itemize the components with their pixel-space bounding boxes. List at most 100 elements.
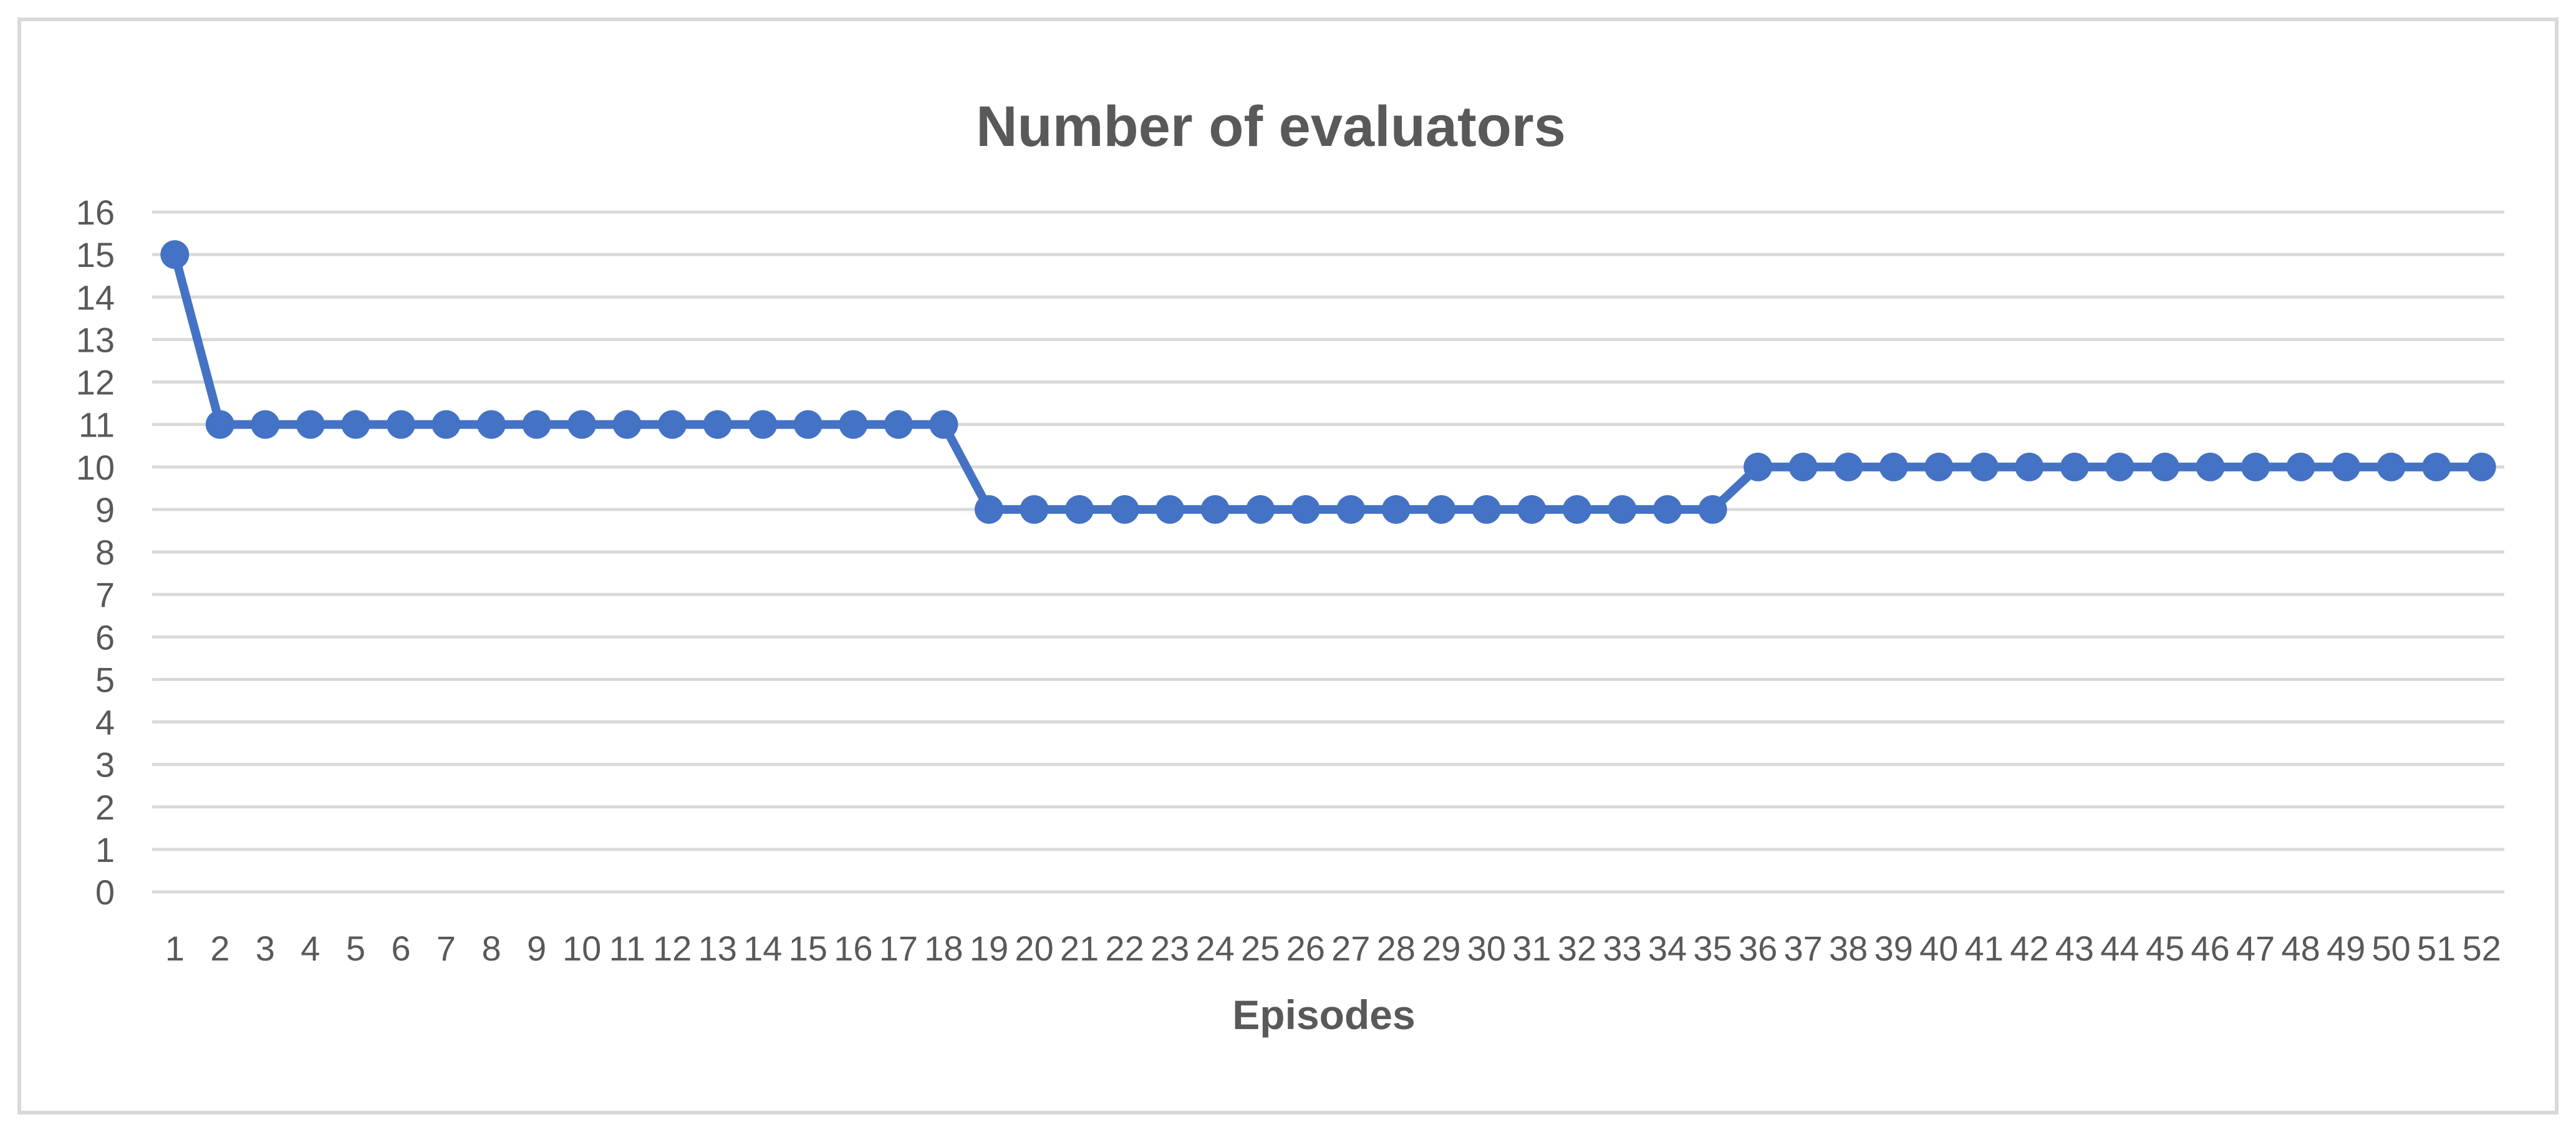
data-point (1653, 495, 1682, 524)
x-tick-label: 37 (1784, 929, 1823, 968)
data-points (160, 240, 2496, 524)
data-point (251, 410, 280, 439)
x-tick-label: 2 (210, 929, 229, 968)
data-point (1608, 495, 1637, 524)
data-point (793, 410, 822, 439)
data-point (477, 410, 506, 439)
y-tick-label: 7 (95, 575, 115, 614)
series-line (170, 250, 2486, 514)
data-point (567, 410, 597, 439)
x-tick-label: 27 (1331, 929, 1370, 968)
x-tick-label: 36 (1739, 929, 1777, 968)
data-point (1110, 495, 1139, 524)
data-point (1969, 452, 1999, 481)
x-tick-label: 18 (924, 929, 963, 968)
y-tick-label: 2 (95, 788, 115, 827)
gridlines (152, 210, 2504, 894)
x-tick-label: 46 (2191, 929, 2229, 968)
data-point (296, 410, 325, 439)
chart-frame: Number of evaluators 0 1 2 3 4 5 6 7 8 9 10 11 12 13 1… (17, 17, 2559, 1115)
x-tick-label: 48 (2281, 929, 2320, 968)
data-point (1336, 495, 1366, 524)
data-point (1065, 495, 1094, 524)
data-point (839, 410, 868, 439)
y-tick-label: 12 (76, 363, 115, 402)
chart-title: Number of evaluators (976, 95, 1566, 158)
data-point (205, 410, 234, 439)
data-point (1924, 452, 1954, 481)
x-tick-label: 16 (834, 929, 872, 968)
x-tick-label: 42 (2010, 929, 2048, 968)
data-point (2241, 452, 2270, 481)
data-point (1381, 495, 1411, 524)
data-point (2376, 452, 2406, 481)
x-tick-label: 24 (1196, 929, 1235, 968)
x-tick-label: 33 (1603, 929, 1641, 968)
data-point (1472, 495, 1501, 524)
x-tick-label: 39 (1874, 929, 1913, 968)
x-tick-label: 41 (1965, 929, 2004, 968)
x-tick-label: 30 (1467, 929, 1506, 968)
data-point (1246, 495, 1275, 524)
data-point (2332, 452, 2361, 481)
data-point (2467, 452, 2496, 481)
data-point (929, 410, 958, 439)
x-tick-label: 19 (970, 929, 1008, 968)
data-point (522, 410, 551, 439)
data-point (2422, 452, 2451, 481)
data-point (1517, 495, 1546, 524)
x-tick-label: 43 (2055, 929, 2094, 968)
data-point (1020, 495, 1049, 524)
y-tick-label: 8 (95, 533, 115, 572)
data-point (2150, 452, 2179, 481)
x-tick-label: 12 (653, 929, 692, 968)
y-tick-label: 0 (95, 873, 115, 912)
data-point (974, 495, 1003, 524)
y-tick-label: 6 (95, 617, 115, 657)
x-tick-label: 21 (1060, 929, 1099, 968)
x-tick-label: 34 (1648, 929, 1687, 968)
data-point (658, 410, 687, 439)
x-tick-label: 10 (562, 929, 601, 968)
data-point (1200, 495, 1230, 524)
x-tick-label: 44 (2100, 929, 2139, 968)
y-tick-label: 9 (95, 490, 115, 530)
data-point (2196, 452, 2225, 481)
y-tick-label: 13 (76, 320, 115, 359)
data-point (432, 410, 461, 439)
data-point (748, 410, 778, 439)
x-tick-label: 51 (2417, 929, 2456, 968)
x-tick-label: 15 (789, 929, 827, 968)
x-tick-label: 13 (698, 929, 737, 968)
x-tick-label: 8 (481, 929, 501, 968)
data-point (1291, 495, 1320, 524)
x-tick-label: 1 (165, 929, 185, 968)
x-tick-label: 22 (1105, 929, 1144, 968)
x-tick-label: 11 (609, 929, 645, 968)
x-tick-label: 26 (1286, 929, 1325, 968)
y-tick-label: 5 (95, 660, 115, 699)
x-tick-label: 9 (527, 929, 546, 968)
x-tick-label: 23 (1151, 929, 1189, 968)
x-tick-label: 20 (1015, 929, 1053, 968)
data-point (386, 410, 415, 439)
data-point (341, 410, 370, 439)
data-point (1427, 495, 1456, 524)
data-point (1155, 495, 1185, 524)
x-tick-label: 28 (1377, 929, 1416, 968)
x-axis-tick-labels: 1 2 3 4 5 6 7 8 9 10 11 12 13 14 15 16 17 18 19 20 21 22 23 24 2… (165, 929, 2501, 968)
x-tick-label: 4 (301, 929, 320, 968)
x-tick-label: 14 (743, 929, 782, 968)
x-tick-label: 25 (1241, 929, 1280, 968)
data-point (2015, 452, 2044, 481)
x-tick-label: 3 (256, 929, 275, 968)
data-point (1834, 452, 1863, 481)
x-tick-label: 6 (391, 929, 410, 968)
x-tick-label: 45 (2146, 929, 2184, 968)
data-point (2105, 452, 2135, 481)
data-point (1788, 452, 1818, 481)
data-point (1744, 452, 1773, 481)
y-tick-label: 14 (76, 278, 115, 317)
x-tick-label: 40 (1919, 929, 1958, 968)
data-point (884, 410, 913, 439)
